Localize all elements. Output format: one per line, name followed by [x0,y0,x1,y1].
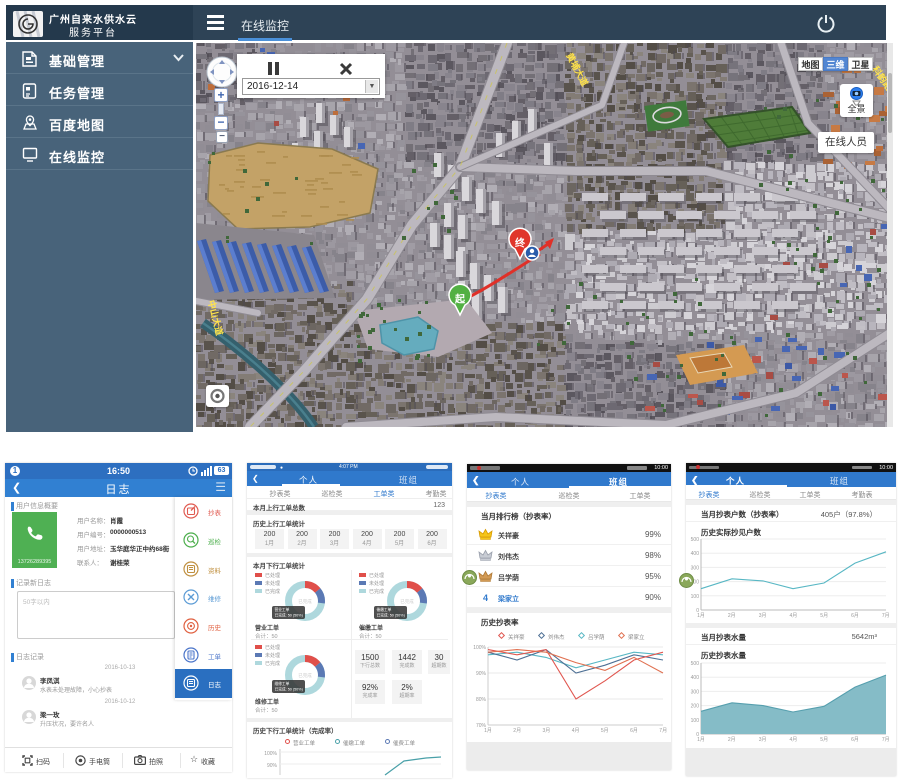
svg-text:2月: 2月 [513,728,521,734]
svg-text:6月: 6月 [630,728,638,734]
svg-text:4月: 4月 [790,737,798,743]
svg-text:400: 400 [691,675,700,681]
svg-text:300: 300 [691,689,700,695]
svg-text:100: 100 [691,718,700,724]
svg-text:0: 0 [696,608,699,614]
svg-text:7月: 7月 [882,613,890,619]
svg-text:3月: 3月 [759,737,767,743]
svg-text:6月: 6月 [851,613,859,619]
svg-text:3月: 3月 [759,613,767,619]
svg-text:90%: 90% [476,671,487,677]
svg-text:4月: 4月 [572,728,580,734]
svg-text:100%: 100% [264,751,277,757]
svg-text:已完成: 已完成 [298,672,312,679]
svg-text:500: 500 [691,661,700,667]
svg-text:400: 400 [691,551,700,557]
svg-text:1月: 1月 [697,737,705,743]
svg-text:200: 200 [691,704,700,710]
svg-text:5月: 5月 [820,737,828,743]
svg-text:200: 200 [691,580,700,586]
svg-text:100: 100 [691,594,700,600]
svg-text:7月: 7月 [882,737,890,743]
svg-text:2月: 2月 [728,613,736,619]
svg-text:7月: 7月 [659,728,667,734]
svg-text:500: 500 [691,537,700,543]
svg-text:终: 终 [515,237,526,250]
svg-text:0: 0 [696,732,699,738]
svg-text:5月: 5月 [820,613,828,619]
svg-text:90%: 90% [267,763,278,769]
svg-text:6月: 6月 [851,737,859,743]
svg-text:起: 起 [454,293,466,306]
svg-text:已完成: 已完成 [298,598,312,605]
svg-text:4月: 4月 [790,613,798,619]
svg-text:100%: 100% [473,645,486,651]
svg-text:70%: 70% [476,723,487,729]
svg-text:3月: 3月 [543,728,551,734]
svg-text:2月: 2月 [728,737,736,743]
svg-text:5月: 5月 [601,728,609,734]
svg-text:1月: 1月 [697,613,705,619]
svg-text:80%: 80% [476,697,487,703]
svg-text:1月: 1月 [484,728,492,734]
svg-text:已完成: 已完成 [400,598,414,605]
svg-text:300: 300 [691,565,700,571]
